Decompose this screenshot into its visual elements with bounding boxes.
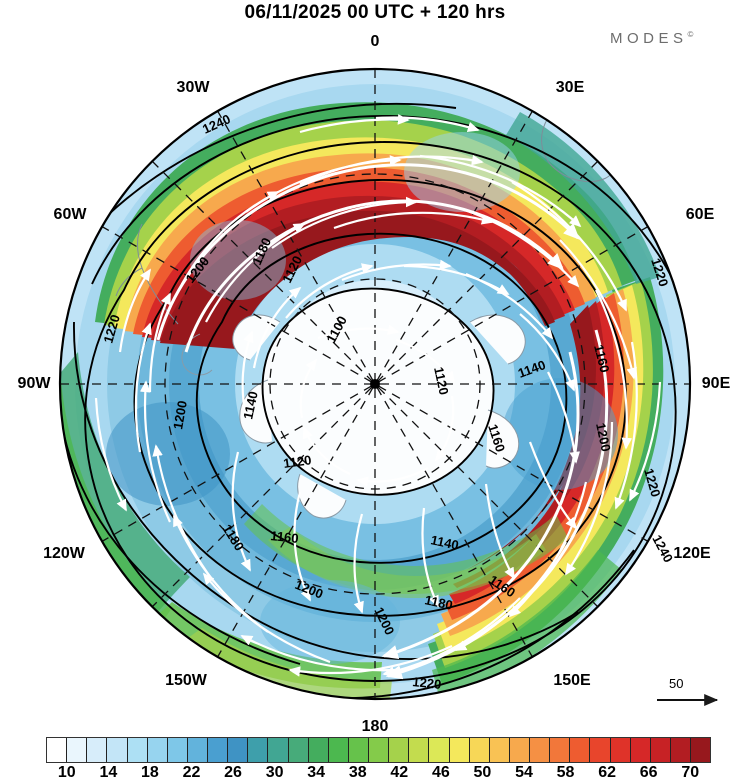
- svg-text:1160: 1160: [270, 528, 300, 546]
- copyright-icon: ©: [687, 30, 694, 39]
- lon-label-90e: 90E: [701, 375, 731, 392]
- colorbar-cell[interactable]: [449, 738, 470, 762]
- svg-text:1200: 1200: [593, 422, 614, 453]
- colorbar-tick: 30: [265, 764, 284, 781]
- colorbar-cell[interactable]: [509, 738, 530, 762]
- colorbar-cell[interactable]: [268, 738, 289, 762]
- brand-text: MODES: [610, 30, 688, 47]
- lon-label-150w: 150W: [165, 672, 207, 689]
- svg-text:1140: 1140: [240, 390, 261, 421]
- colorbar-tick: 54: [515, 764, 533, 781]
- brand-logo: MODES©: [610, 30, 693, 47]
- colorbar-cell[interactable]: [127, 738, 148, 762]
- colorbar-cell[interactable]: [691, 738, 711, 762]
- colorbar-cell[interactable]: [369, 738, 390, 762]
- colorbar-cell[interactable]: [650, 738, 671, 762]
- colorbar-cell[interactable]: [570, 738, 591, 762]
- colorbar-swatches[interactable]: [46, 737, 711, 763]
- colorbar-cell[interactable]: [147, 738, 168, 762]
- colorbar-cell[interactable]: [228, 738, 249, 762]
- colorbar-cell[interactable]: [208, 738, 229, 762]
- lon-label-60w: 60W: [53, 206, 87, 223]
- colorbar-cell[interactable]: [187, 738, 208, 762]
- colorbar-tick: 58: [556, 764, 575, 781]
- colorbar-tick: 18: [141, 764, 159, 781]
- colorbar-tick: 38: [348, 764, 367, 781]
- svg-text:1120: 1120: [431, 366, 452, 397]
- lon-label-30w: 30W: [176, 79, 210, 96]
- colorbar-cell[interactable]: [389, 738, 410, 762]
- page-title: 06/11/2025 00 UTC + 120 hrs: [244, 2, 506, 23]
- colorbar-tick: 10: [57, 764, 76, 781]
- lon-label-60e: 60E: [685, 206, 715, 223]
- svg-text:1240: 1240: [649, 532, 676, 565]
- colorbar-cell[interactable]: [107, 738, 128, 762]
- colorbar-tick: 66: [639, 764, 658, 781]
- colorbar-cell[interactable]: [550, 738, 571, 762]
- colorbar-cell[interactable]: [610, 738, 631, 762]
- svg-text:1180: 1180: [423, 592, 454, 613]
- lon-label-180: 180: [361, 718, 389, 735]
- pole-marker: [370, 379, 380, 389]
- south-america-coastline: [115, 223, 179, 325]
- colorbar-tick: 62: [598, 764, 616, 781]
- colorbar-tick: 42: [390, 764, 409, 781]
- svg-text:1160: 1160: [591, 343, 612, 374]
- lon-label-30e: 30E: [555, 79, 585, 96]
- colorbar-cell[interactable]: [409, 738, 430, 762]
- colorbar-cell[interactable]: [167, 738, 188, 762]
- colorbar-tick: 46: [431, 764, 450, 781]
- svg-text:1200: 1200: [170, 399, 190, 430]
- colorbar-tick: 26: [224, 764, 242, 781]
- colorbar-cell[interactable]: [288, 738, 309, 762]
- colorbar-cell[interactable]: [469, 738, 490, 762]
- svg-text:1140: 1140: [429, 532, 460, 553]
- colorbar-tick: 34: [307, 764, 326, 781]
- graticule: [60, 69, 690, 699]
- colorbar-cell[interactable]: [670, 738, 691, 762]
- colorbar-cell[interactable]: [328, 738, 349, 762]
- colorbar-tick: 14: [99, 764, 118, 781]
- colorbar-cell[interactable]: [590, 738, 611, 762]
- colorbar-cell[interactable]: [348, 738, 369, 762]
- colorbar-cell[interactable]: [67, 738, 88, 762]
- svg-text:1120: 1120: [282, 452, 312, 471]
- colorbar[interactable]: 10 14 18 22 26 30 34 38 42 46 50 54 58 62 66 70: [46, 737, 711, 782]
- lon-label-90w: 90W: [17, 375, 51, 392]
- colorbar-cell[interactable]: [87, 738, 108, 762]
- svg-text:1220: 1220: [412, 674, 442, 692]
- lon-label-120e: 120E: [673, 545, 711, 562]
- map-boundary: [58, 67, 692, 701]
- colorbar-cell[interactable]: [489, 738, 510, 762]
- colorbar-tick: 50: [473, 764, 492, 781]
- vector-scale-value: 50: [669, 676, 684, 691]
- lon-label-0: 0: [370, 33, 380, 50]
- colorbar-tick-labels: 10 14 18 22 26 30 34 38 42 46 50 54 58 62 66 70: [46, 763, 711, 782]
- colorbar-tick: 70: [681, 764, 700, 781]
- lon-label-120w: 120W: [43, 545, 85, 562]
- colorbar-cell[interactable]: [47, 738, 68, 762]
- colorbar-cell[interactable]: [248, 738, 269, 762]
- vector-scale-legend: 50: [655, 676, 735, 710]
- lon-label-150e: 150E: [553, 672, 591, 689]
- vector-scale-arrow-icon: [657, 694, 719, 706]
- colorbar-tick: 22: [182, 764, 201, 781]
- colorbar-cell[interactable]: [429, 738, 450, 762]
- polar-map[interactable]: 1240 1220 1220 1200 1180 1120 1100 1140 …: [0, 22, 750, 735]
- map-canvas: 1240 1220 1220 1200 1180 1120 1100 1140 …: [58, 67, 692, 701]
- jet-core-vectors: [156, 163, 609, 680]
- colorbar-cell[interactable]: [308, 738, 329, 762]
- colorbar-cell[interactable]: [630, 738, 651, 762]
- map-field: [60, 69, 690, 699]
- colorbar-cell[interactable]: [530, 738, 551, 762]
